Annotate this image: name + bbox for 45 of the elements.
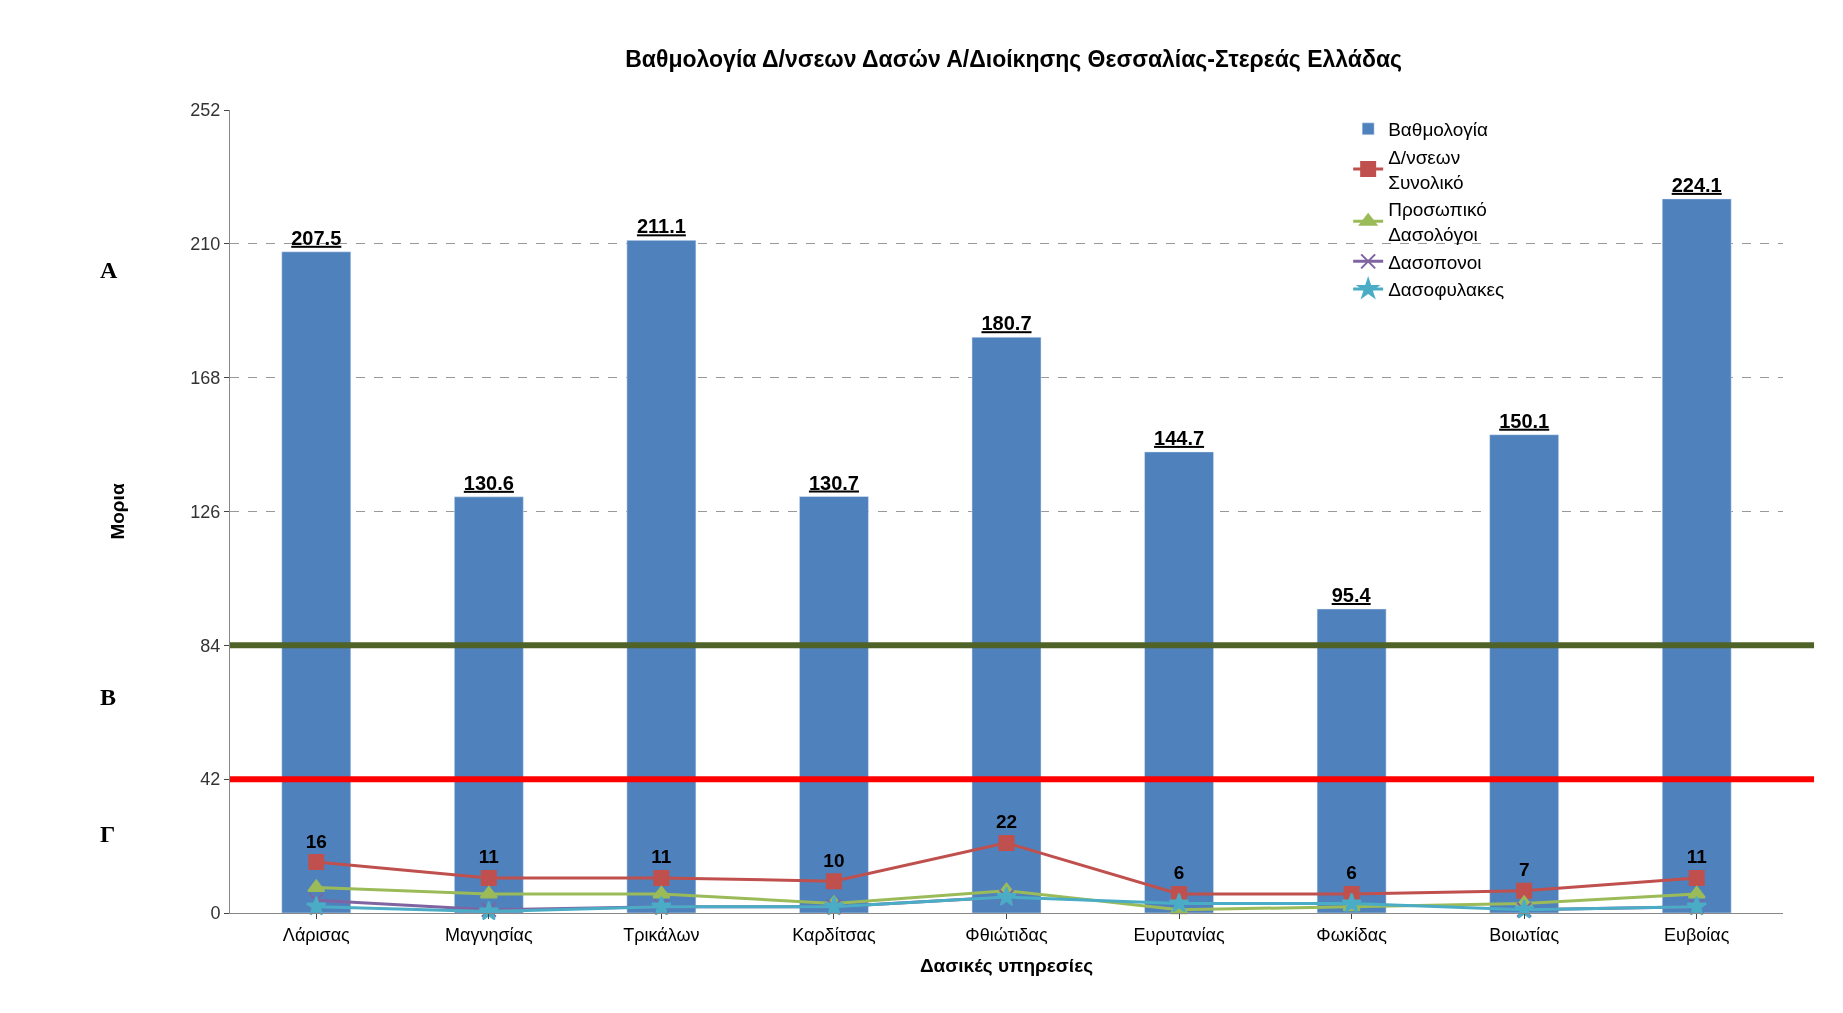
legend-label: Δ/νσεων Συνολικό	[1388, 146, 1464, 193]
data-label: 224.1	[1671, 173, 1722, 196]
data-label: 130.6	[463, 471, 514, 494]
data-label: 10	[823, 849, 845, 871]
y-axis-title: Μορια	[107, 483, 129, 540]
data-label: 11	[1686, 846, 1708, 868]
x-tick-label: Μαγνησίας	[445, 924, 533, 945]
legend-label: Δασοφυλακες	[1388, 279, 1505, 301]
y-tick-label: 126	[190, 501, 221, 522]
x-tick-label: Ευβοίας	[1664, 924, 1730, 945]
data-label: 11	[478, 846, 500, 868]
x-tick-label: Φωκίδας	[1316, 924, 1388, 945]
data-label: 180.7	[981, 312, 1032, 335]
data-label: 144.7	[1154, 426, 1205, 449]
x-axis-title: Δασικές υπηρεσίες	[919, 955, 1094, 977]
data-label: 6	[1346, 862, 1357, 884]
data-label: 150.1	[1499, 409, 1550, 432]
x-tick-label: Τρικάλων	[623, 924, 700, 945]
data-label: 16	[305, 830, 327, 852]
data-label: 11	[651, 846, 672, 868]
x-tick-label: Βοιωτίας	[1489, 924, 1560, 945]
x-tick-label: Ευρυτανίας	[1133, 924, 1226, 945]
x-tick-label: Λάρισας	[282, 924, 351, 945]
text: Β	[100, 684, 117, 710]
y-tick-label: 42	[200, 769, 221, 790]
y-tick-label: 84	[200, 635, 221, 656]
legend-label: Βαθμολογία	[1388, 119, 1489, 141]
legend-label: Δασοπονοι	[1388, 251, 1482, 273]
data-label: 6	[1173, 862, 1185, 884]
data-label: 7	[1518, 859, 1530, 881]
data-label: 95.4	[1331, 584, 1372, 607]
x-tick-label: Φθιώτιδας	[965, 924, 1049, 945]
text: Γ	[100, 821, 116, 847]
y-tick-label: 168	[190, 367, 221, 388]
data-label: 207.5	[291, 226, 342, 249]
data-label: 22	[995, 811, 1018, 833]
y-tick-label: 252	[190, 100, 221, 121]
data-label: 211.1	[636, 215, 686, 238]
x-tick-label: Καρδίτσας	[792, 924, 877, 945]
text: Α	[100, 257, 118, 283]
chart-title: Βαθμολογία Δ/νσεων Δασών Α/Διοίκησης Θεσσαλίας-Στερεάς Ελλάδας	[625, 45, 1403, 72]
legend-label: Προσωπικό Δασολόγοι	[1388, 199, 1487, 246]
data-label: 130.7	[808, 471, 859, 494]
y-tick-label: 210	[190, 234, 221, 255]
y-tick-label: 0	[210, 903, 221, 924]
